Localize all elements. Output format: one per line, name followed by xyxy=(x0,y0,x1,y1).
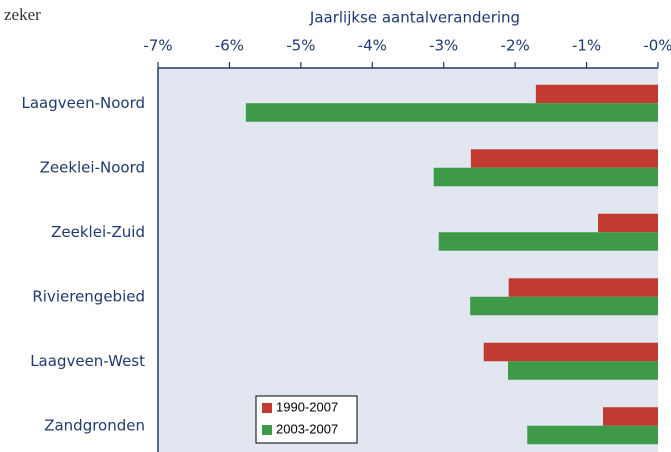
x-tick-label: -5% xyxy=(286,37,315,55)
x-tick-label: -6% xyxy=(215,37,244,55)
x-tick-label: -7% xyxy=(143,37,172,55)
x-tick-label: -4% xyxy=(358,37,387,55)
y-tick-label: Zeeklei-Zuid xyxy=(51,223,145,241)
legend-label: 1990-2007 xyxy=(276,399,338,414)
x-tick-label: -0% xyxy=(643,37,671,55)
bar xyxy=(527,425,658,445)
y-tick-label: Zandgronden xyxy=(44,416,145,434)
bar xyxy=(245,103,658,122)
bar xyxy=(470,296,658,316)
y-tick-label: Laagveen-Noord xyxy=(21,94,145,112)
plot-area xyxy=(158,68,658,452)
y-tick-label: Rivierengebied xyxy=(32,287,145,305)
bar xyxy=(508,278,658,297)
bar xyxy=(438,232,658,251)
bar xyxy=(483,342,658,362)
axis-title: Jaarlijkse aantalverandering xyxy=(309,9,520,27)
y-tick-label: Zeeklei-Noord xyxy=(40,158,145,176)
legend-label: 2003-2007 xyxy=(276,421,338,436)
bar xyxy=(508,361,658,380)
bar xyxy=(470,149,658,168)
legend-swatch xyxy=(262,403,272,413)
bar xyxy=(535,84,658,104)
x-tick-label: -3% xyxy=(429,37,458,55)
bar xyxy=(598,213,658,233)
bar xyxy=(603,407,658,426)
bar xyxy=(433,167,658,187)
legend-swatch xyxy=(262,425,272,435)
annotation: zeker xyxy=(4,5,41,24)
legend-box xyxy=(255,395,358,444)
x-tick-label: -2% xyxy=(501,37,530,55)
y-tick-label: Laagveen-West xyxy=(30,352,145,370)
x-tick-label: -1% xyxy=(572,37,601,55)
